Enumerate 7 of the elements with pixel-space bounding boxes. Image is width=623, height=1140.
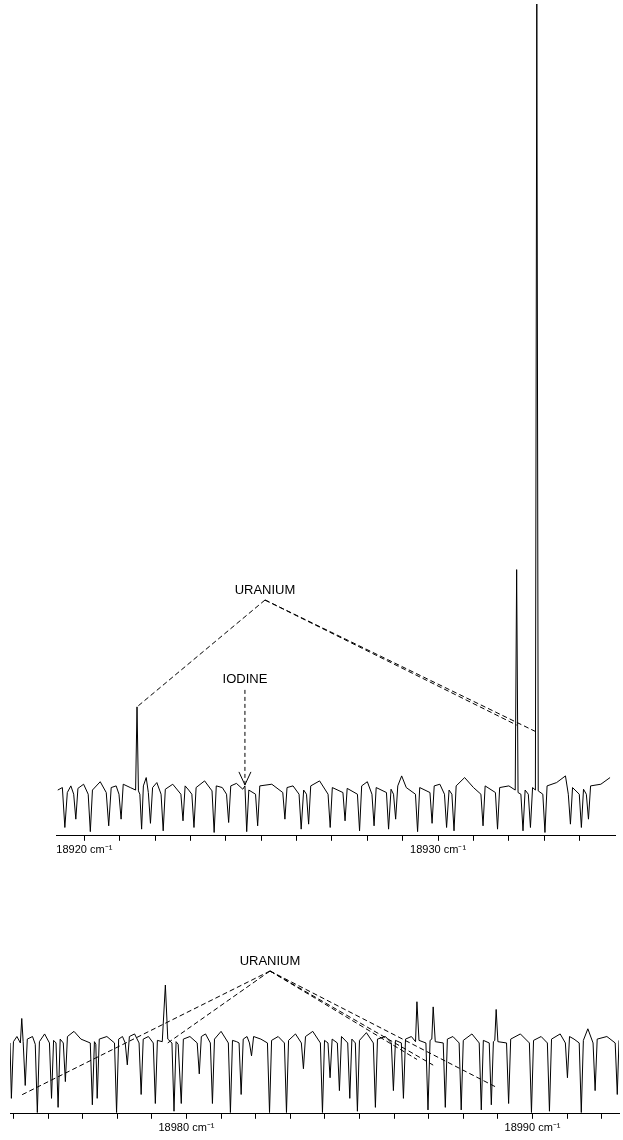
annotation: IODINE [222, 670, 268, 686]
x-tick-label: 18990 cm⁻¹ [504, 1121, 561, 1134]
x-tick-label: 18980 cm⁻¹ [158, 1121, 215, 1134]
text: URANIUM [239, 953, 301, 969]
x-tick-label: 18930 cm⁻¹ [410, 843, 467, 856]
annotation: URANIUM [234, 582, 296, 598]
x-tick-label: 18920 cm⁻¹ [56, 843, 113, 856]
